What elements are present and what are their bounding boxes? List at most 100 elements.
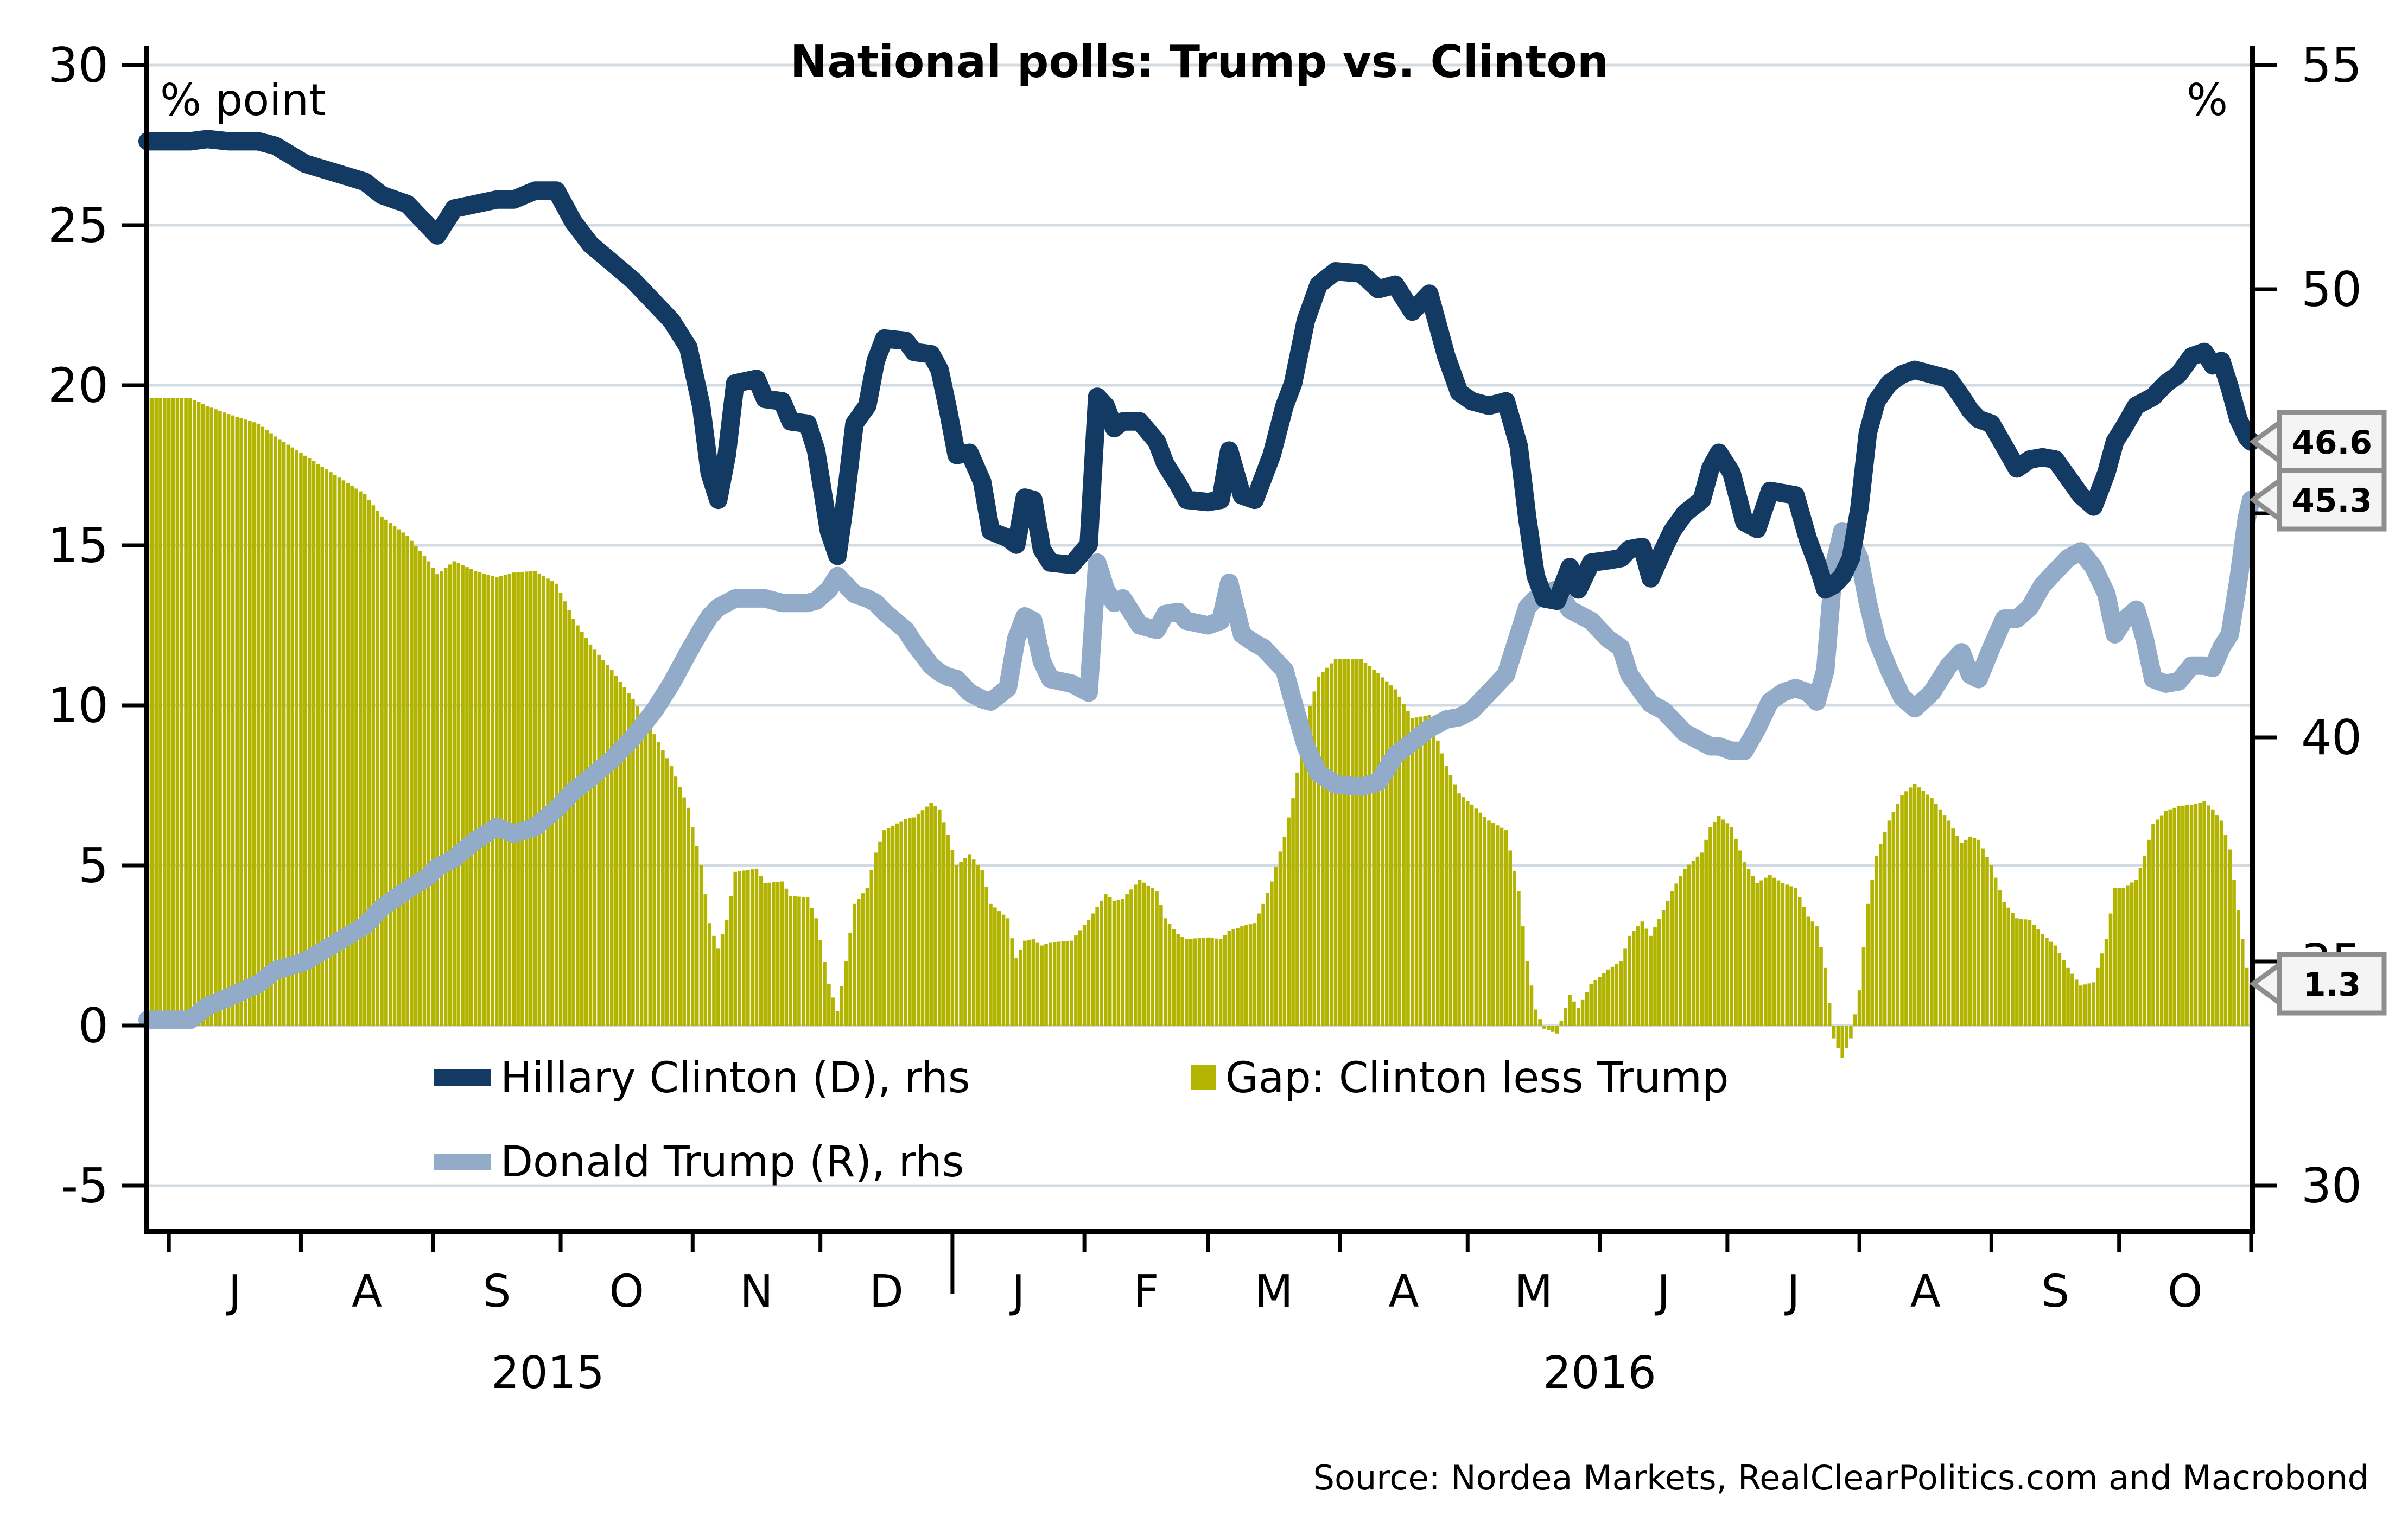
gap-bar <box>708 923 711 1026</box>
gap-bar <box>1372 670 1376 1026</box>
gap-bar <box>499 576 503 1026</box>
gap-bar <box>967 854 971 1026</box>
gap-bar <box>1483 817 1486 1026</box>
legend-swatch-trump <box>434 1154 491 1170</box>
gap-bar <box>2079 985 2083 1026</box>
gap-bar <box>2245 967 2249 1026</box>
gap-bar <box>2066 967 2070 1026</box>
gap-bar <box>2211 809 2215 1026</box>
gap-bar <box>2207 805 2210 1026</box>
gap-bar <box>856 898 861 1026</box>
gap-bar <box>1333 659 1338 1026</box>
gap-bar <box>1462 797 1465 1026</box>
gap-bar <box>1159 905 1163 1026</box>
gap-bar <box>1035 942 1040 1026</box>
gap-bar <box>993 907 997 1026</box>
gap-bar <box>2215 815 2219 1026</box>
month-label: M <box>1255 1266 1293 1317</box>
gap-bar <box>631 699 635 1026</box>
gap-bar <box>150 398 154 1026</box>
gap-bar <box>669 766 674 1026</box>
gap-bar <box>1542 1026 1546 1029</box>
gap-bar <box>269 433 273 1026</box>
gap-bar <box>1218 939 1223 1026</box>
gap-bar <box>1278 851 1282 1026</box>
gap-bar <box>537 573 542 1026</box>
source-note: Source: Nordea Markets, RealClearPolitic… <box>1313 1458 2369 1498</box>
gap-bar <box>2159 815 2164 1026</box>
gap-bar <box>2015 918 2019 1026</box>
left-tick-label: 20 <box>48 358 109 413</box>
gap-bar <box>175 398 180 1026</box>
gap-bar <box>1389 685 1393 1026</box>
gap-bar <box>2057 953 2062 1026</box>
gap-bar <box>171 398 175 1026</box>
gap-bar <box>1960 843 1964 1026</box>
gap-bar <box>371 505 376 1026</box>
gap-bar <box>1061 941 1065 1026</box>
month-label: J <box>226 1266 242 1317</box>
gap-bar <box>597 654 601 1026</box>
gap-bar <box>639 713 644 1026</box>
gap-bar <box>1436 740 1440 1026</box>
gap-bar <box>950 850 955 1026</box>
gap-bar <box>618 682 622 1026</box>
gap-bar <box>767 882 771 1026</box>
gap-bar <box>397 529 401 1026</box>
gap-bar <box>1742 862 1746 1026</box>
gap-bar <box>1406 711 1410 1026</box>
gap-bar <box>1274 866 1278 1026</box>
gap-bar <box>1789 886 1793 1026</box>
gap-bar <box>1176 934 1180 1026</box>
gap-bar <box>1491 823 1495 1026</box>
gap-bar <box>1968 836 1972 1026</box>
gap-bar <box>1019 949 1022 1026</box>
gap-bar <box>222 412 226 1026</box>
gap-bar <box>657 742 660 1026</box>
gap-bar <box>971 859 976 1026</box>
gap-bar <box>205 406 209 1026</box>
callout-gap-value: 1.3 <box>2303 966 2361 1004</box>
legend-swatch-clinton <box>434 1069 491 1086</box>
callout-clinton-box <box>2277 410 2387 474</box>
gap-bar <box>878 841 882 1026</box>
gap-bar <box>325 469 328 1026</box>
gap-bar <box>2053 945 2057 1026</box>
gap-bar <box>1368 666 1372 1026</box>
gap-bar <box>1806 916 1810 1026</box>
gap-bar <box>1210 938 1214 1026</box>
gap-bar <box>1500 827 1504 1026</box>
gap-bar <box>2100 953 2104 1026</box>
gap-bar <box>1972 838 1977 1026</box>
gap-bar <box>1453 784 1457 1026</box>
gap-bar <box>1866 903 1870 1026</box>
gap-bar <box>1180 937 1184 1026</box>
gap-bar <box>256 423 261 1026</box>
gap-bar <box>567 610 571 1026</box>
gap-bar <box>601 660 605 1026</box>
gap-bar <box>384 519 388 1026</box>
gap-bar <box>1849 1026 1853 1039</box>
gap-bar <box>980 870 984 1026</box>
gap-bar <box>1363 663 1368 1026</box>
gap-bar <box>193 400 196 1026</box>
gap-bar <box>1824 967 1827 1026</box>
gap-bar <box>614 676 618 1026</box>
gap-bar <box>1551 1026 1555 1032</box>
gap-bar <box>1299 747 1304 1026</box>
gap-bar <box>789 896 793 1026</box>
gap-bar <box>2237 910 2240 1026</box>
left-axis-unit: % point <box>160 75 326 125</box>
gap-bar <box>1236 928 1240 1026</box>
gap-bar <box>1687 864 1691 1026</box>
gap-bar <box>1708 827 1712 1026</box>
gap-bar <box>1913 784 1917 1026</box>
gap-bar <box>299 453 303 1026</box>
gap-bar <box>733 871 738 1026</box>
month-label: A <box>1389 1266 1419 1317</box>
gap-bar <box>1206 937 1210 1026</box>
gap-bar <box>827 984 831 1026</box>
month-label: J <box>1009 1266 1025 1317</box>
year-label: 2016 <box>1543 1347 1656 1399</box>
callout-trump-value: 45.3 <box>2292 482 2372 520</box>
